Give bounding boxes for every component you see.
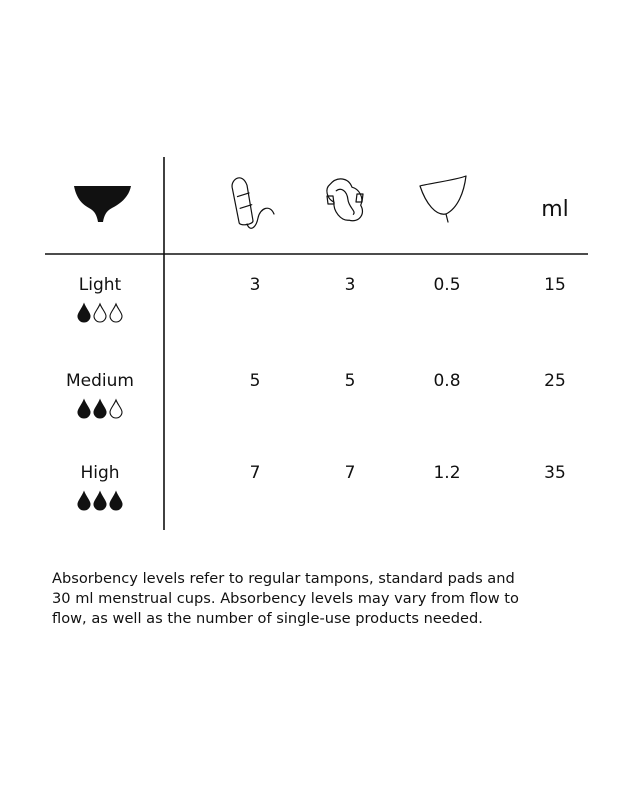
drop-icon [77,490,91,511]
drop-icon [109,398,123,419]
drop-icon [93,302,107,323]
cell-value: 0.5 [433,275,460,295]
pad-icon [326,178,364,222]
drop-icon [77,302,91,323]
footnote-line: flow, as well as the number of single-us… [52,610,483,627]
cell-value: 25 [544,371,566,391]
flow-label: High [80,463,119,483]
footnote-line: Absorbency levels refer to regular tampo… [52,570,515,587]
drop-icon [93,398,107,419]
drop-icon [93,490,107,511]
cell-value: 0.8 [433,371,460,391]
unit-header: ml [541,197,569,222]
cell-value: 5 [345,371,356,391]
cell-value: 15 [544,275,566,295]
cell-value: 1.2 [433,463,460,483]
footnote-line: 30 ml menstrual cups. Absorbency levels … [52,590,519,607]
drop-icon [109,302,123,323]
flow-label: Light [79,275,122,295]
cell-value: 7 [345,463,356,483]
cell-value: 35 [544,463,566,483]
drop-icon [77,398,91,419]
cell-value: 3 [345,275,356,295]
cell-value: 3 [250,275,261,295]
cell-value: 7 [250,463,261,483]
drop-icon [109,490,123,511]
underwear-icon [74,186,131,222]
cell-value: 5 [250,371,261,391]
cup-icon [419,175,467,223]
flow-label: Medium [66,371,134,391]
tampon-icon [231,177,275,229]
